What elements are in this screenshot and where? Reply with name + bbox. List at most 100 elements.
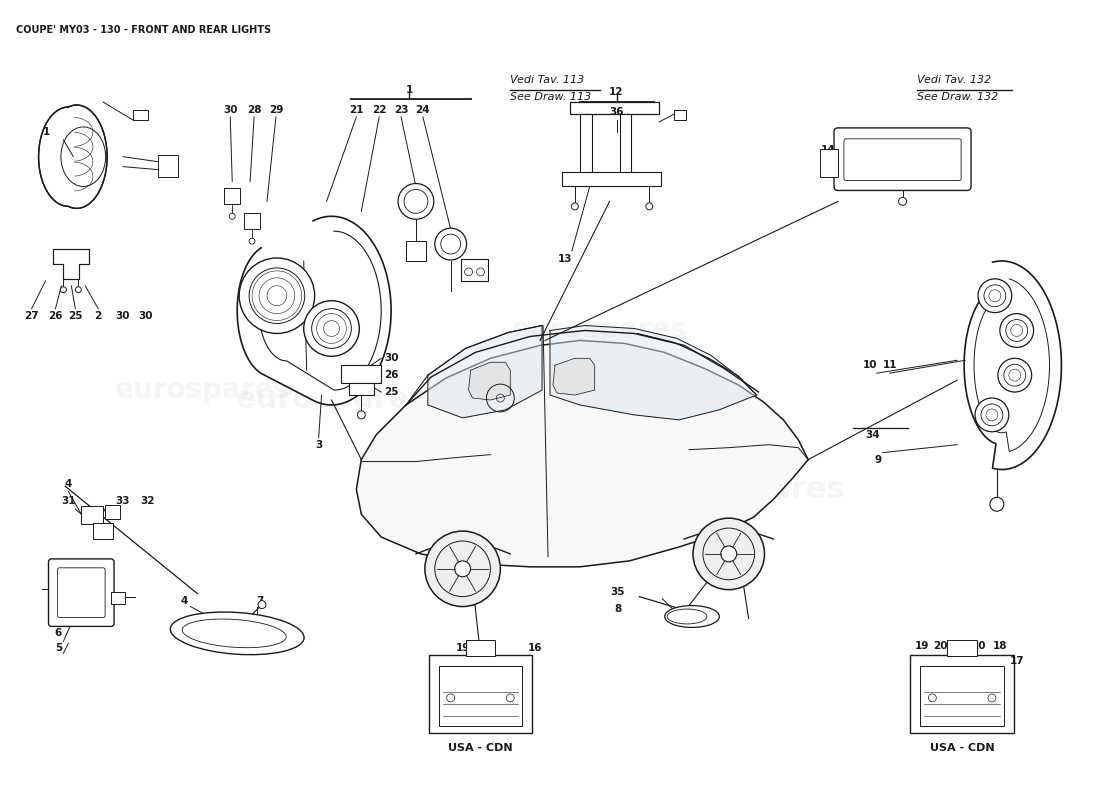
Polygon shape <box>964 261 1062 470</box>
Text: eurospares: eurospares <box>512 317 688 345</box>
Bar <box>439 666 522 726</box>
Circle shape <box>646 203 652 210</box>
Text: eurospares: eurospares <box>484 465 676 494</box>
Circle shape <box>693 518 764 590</box>
Circle shape <box>434 228 466 260</box>
Polygon shape <box>356 341 808 567</box>
Bar <box>111 592 125 603</box>
Text: 25: 25 <box>384 387 398 397</box>
Bar <box>350 383 374 395</box>
Text: 30: 30 <box>223 105 238 115</box>
Text: USA - CDN: USA - CDN <box>930 742 994 753</box>
Text: 15: 15 <box>821 162 835 172</box>
Text: 1: 1 <box>43 127 51 137</box>
Circle shape <box>975 398 1009 432</box>
Text: 35: 35 <box>610 586 625 597</box>
Text: 33: 33 <box>116 496 130 506</box>
Polygon shape <box>428 326 542 418</box>
Bar <box>562 171 661 186</box>
Polygon shape <box>54 249 89 279</box>
Text: 3: 3 <box>315 440 322 450</box>
Circle shape <box>998 358 1032 392</box>
Text: 22: 22 <box>372 105 386 115</box>
Text: 20: 20 <box>933 642 947 651</box>
Text: 2: 2 <box>95 310 102 321</box>
Text: 19: 19 <box>953 642 967 651</box>
Text: 26: 26 <box>384 370 398 380</box>
Text: 17: 17 <box>1010 656 1024 666</box>
Text: Vedi Tav. 113: Vedi Tav. 113 <box>510 75 584 86</box>
Bar <box>406 241 426 261</box>
Text: eurospares: eurospares <box>652 475 845 504</box>
Text: See Draw. 132: See Draw. 132 <box>917 92 999 102</box>
Bar <box>911 655 1014 733</box>
Polygon shape <box>39 105 107 208</box>
Text: 16: 16 <box>528 643 542 654</box>
Text: 30: 30 <box>384 354 398 363</box>
Circle shape <box>398 183 433 219</box>
Text: eurospares: eurospares <box>363 475 539 503</box>
Text: 26: 26 <box>48 310 63 321</box>
Polygon shape <box>553 358 595 395</box>
Bar <box>947 640 977 656</box>
Text: See Draw. 113: See Draw. 113 <box>510 92 592 102</box>
Bar <box>224 189 240 204</box>
Circle shape <box>454 561 471 577</box>
Text: 8: 8 <box>614 603 622 614</box>
Text: 29: 29 <box>268 105 283 115</box>
Text: 32: 32 <box>141 496 155 506</box>
Polygon shape <box>469 362 510 400</box>
Bar <box>465 640 495 656</box>
Circle shape <box>425 531 500 606</box>
Text: 28: 28 <box>246 105 262 115</box>
Text: 30: 30 <box>116 310 130 321</box>
Bar <box>81 506 103 524</box>
FancyBboxPatch shape <box>48 559 114 626</box>
Text: 11: 11 <box>882 360 896 370</box>
Bar <box>619 114 631 177</box>
Polygon shape <box>550 326 757 420</box>
Bar <box>580 114 592 177</box>
Bar <box>94 523 113 539</box>
Circle shape <box>990 498 1004 511</box>
Bar <box>133 110 147 120</box>
Bar <box>821 149 838 177</box>
Bar <box>106 506 120 519</box>
Text: 20: 20 <box>475 643 490 654</box>
Text: 34: 34 <box>866 430 880 440</box>
Text: 19: 19 <box>915 642 930 651</box>
Bar <box>429 655 532 733</box>
Circle shape <box>899 198 906 206</box>
Text: eurospares: eurospares <box>114 376 290 404</box>
Text: 7: 7 <box>256 595 264 606</box>
Ellipse shape <box>170 612 304 654</box>
Text: 14: 14 <box>821 145 835 154</box>
Text: 4: 4 <box>180 595 188 606</box>
Text: 10: 10 <box>862 360 877 370</box>
Text: 6: 6 <box>55 628 62 638</box>
FancyBboxPatch shape <box>834 128 971 190</box>
Text: 21: 21 <box>349 105 364 115</box>
Circle shape <box>229 214 235 219</box>
Circle shape <box>720 546 737 562</box>
Bar <box>570 102 659 114</box>
Bar <box>461 259 488 281</box>
Text: eurospares: eurospares <box>235 386 428 414</box>
Polygon shape <box>238 216 392 405</box>
Text: 4: 4 <box>65 479 73 490</box>
Circle shape <box>249 238 255 244</box>
Text: 31: 31 <box>62 496 76 506</box>
Text: 19: 19 <box>455 643 470 654</box>
Circle shape <box>1000 314 1034 347</box>
Circle shape <box>75 286 81 293</box>
Text: 36: 36 <box>609 107 624 117</box>
Circle shape <box>978 279 1012 313</box>
Text: 25: 25 <box>68 310 82 321</box>
Text: 13: 13 <box>558 254 572 264</box>
Text: 18: 18 <box>992 642 1008 651</box>
Circle shape <box>571 203 579 210</box>
Text: USA - CDN: USA - CDN <box>448 742 513 753</box>
Text: 5: 5 <box>55 643 62 654</box>
Circle shape <box>358 411 365 419</box>
Bar <box>157 154 177 177</box>
